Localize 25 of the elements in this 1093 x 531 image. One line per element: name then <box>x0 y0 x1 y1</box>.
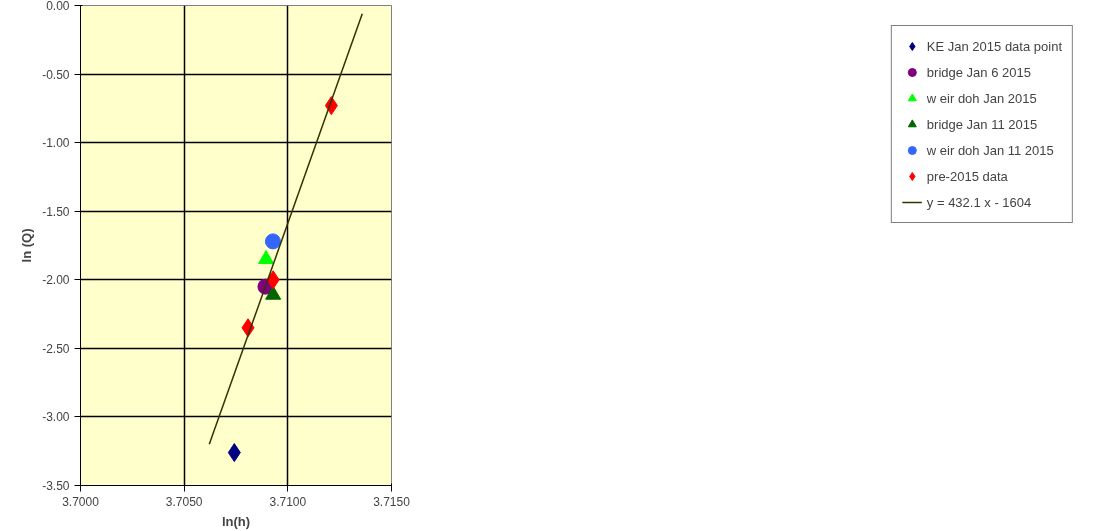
y-axis-title: ln (Q) <box>19 228 35 263</box>
point <box>266 270 280 290</box>
y-tick-label: -3.00 <box>42 410 70 425</box>
x-tick-label: 3.7100 <box>269 494 307 509</box>
y-tick-label: -2.50 <box>42 341 70 356</box>
y-tick-label: -0.50 <box>42 67 70 82</box>
y-tick-label: -1.00 <box>42 136 70 151</box>
legend-label: w eir doh Jan 11 2015 <box>926 142 1054 158</box>
legend-label: KE Jan 2015 data point <box>926 38 1062 54</box>
y-tick-label: -2.00 <box>42 273 70 288</box>
x-tick-label: 3.7050 <box>165 494 203 509</box>
legend-label: bridge Jan 11 2015 <box>926 116 1038 132</box>
point <box>227 443 241 463</box>
point <box>258 250 275 265</box>
x-axis-title: ln(h) <box>221 513 251 529</box>
legend-label: w eir doh Jan 2015 <box>926 90 1037 106</box>
legend-label: bridge Jan 6 2015 <box>926 64 1031 80</box>
x-tick-label: 3.7150 <box>373 494 411 509</box>
y-tick-label: -1.50 <box>42 204 70 219</box>
y-tick-label: -3.50 <box>42 479 70 493</box>
legend-label: y = 432.1 x - 1604 <box>926 194 1032 210</box>
x-tick-label: 3.7000 <box>62 494 100 509</box>
y-tick-label: 0.00 <box>46 0 70 13</box>
point <box>264 233 281 250</box>
legend-label: pre-2015 data <box>926 168 1008 184</box>
